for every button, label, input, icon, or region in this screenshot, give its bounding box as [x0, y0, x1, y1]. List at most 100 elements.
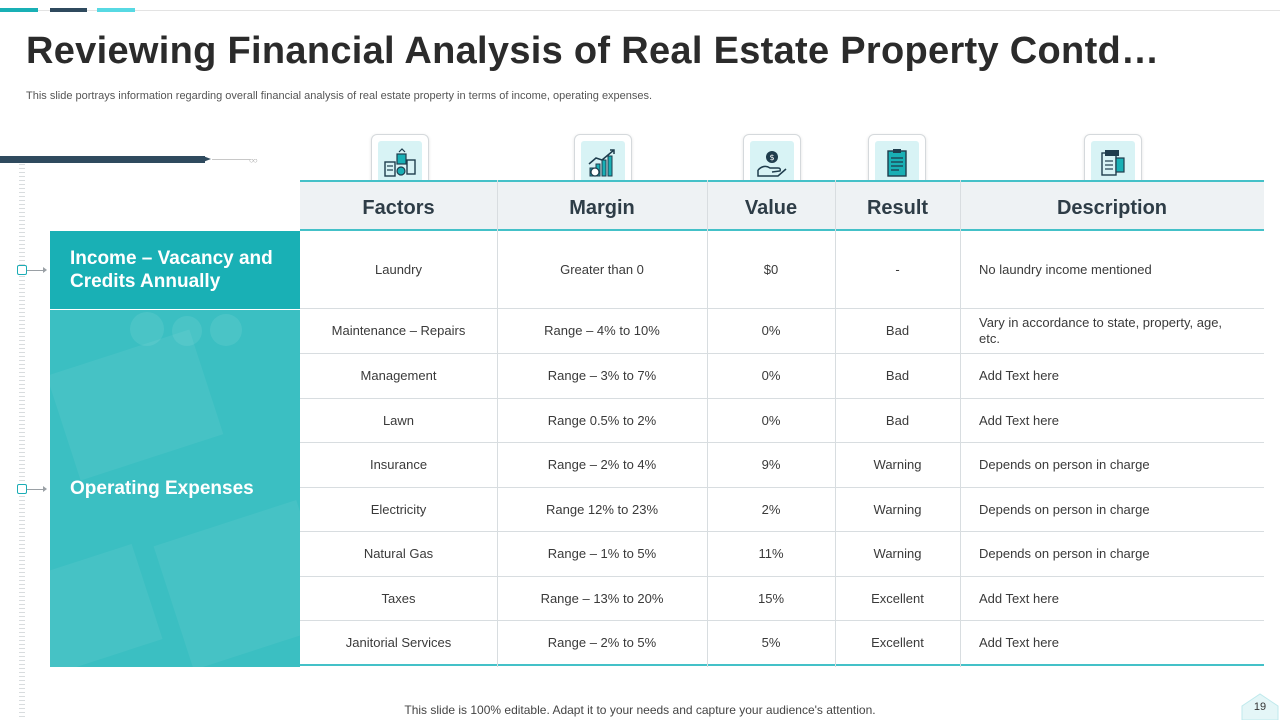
bg-photo-shape: [50, 543, 163, 667]
cell-margin: Range – 3% to 7%: [547, 368, 657, 383]
table-row: Insurance Range – 2% to 4% 9% Warning Depend…: [300, 443, 1264, 488]
top-accent-bars: [0, 8, 1280, 12]
arrow-right-icon: [43, 486, 47, 492]
cell-factor: Lawn: [382, 412, 415, 428]
cell-result: Excellent: [871, 590, 924, 606]
cell-factor: Taxes: [381, 590, 416, 606]
column-header-value: Value: [744, 197, 798, 219]
cell-margin: Range 12% to 23%: [545, 501, 659, 517]
table-row: Lawn Range 0.5% to 2% 0% Bad Add Text here: [300, 399, 1264, 443]
category-panel: Income – Vacancy and Credits Annually Op…: [50, 231, 300, 667]
cell-value: 2%: [761, 501, 781, 517]
cell-margin: Range – 4% to 10%: [544, 323, 660, 338]
cell-margin: Range – 13% to 20%: [540, 590, 664, 606]
page-number-badge: 19: [1240, 693, 1280, 720]
category-operating-expenses: Operating Expenses: [50, 310, 300, 667]
navy-pointer-tip: [203, 156, 211, 162]
cell-description: Depends on person in charge: [979, 546, 1150, 561]
column-divider: [497, 180, 498, 667]
column-header-description: Description: [1056, 197, 1168, 219]
cell-factor: Maintenance – Repairs: [331, 323, 466, 338]
column-header-result: Result: [866, 197, 929, 219]
svg-text:$: $: [769, 153, 774, 162]
pointer-tail-line: [212, 159, 250, 160]
table-row: Taxes Range – 13% to 20% 15% Excellent Add T…: [300, 577, 1264, 621]
column-divider: [960, 180, 961, 667]
cell-description: Add Text here: [979, 590, 1059, 606]
cell-description: Add Text here: [979, 634, 1059, 650]
cell-margin: Range – 1% to 5%: [547, 546, 657, 561]
cell-value: 5%: [761, 634, 781, 650]
top-accent-bar-cyan: [97, 8, 135, 12]
cell-value: 11%: [758, 546, 784, 561]
timeline-node-operating: [17, 484, 27, 494]
cell-result: Warning: [873, 457, 922, 472]
top-accent-bar-navy: [50, 8, 87, 12]
cell-factor: Insurance: [369, 457, 428, 472]
page-number: 19: [1253, 701, 1267, 713]
table-row: Maintenance – Repairs Range – 4% to 10% 0%…: [300, 309, 1264, 354]
top-rule-line: [0, 10, 1280, 11]
cell-description: Add Text here: [979, 412, 1059, 428]
table-row: Electricity Range 12% to 23% 2% Warning Depe…: [300, 488, 1264, 532]
cell-factor: Janitorial Services: [345, 634, 452, 650]
cell-result: Excellent: [871, 634, 924, 650]
column-divider: [835, 180, 836, 667]
cell-factor: Natural Gas: [363, 546, 434, 561]
cell-value: 0%: [761, 323, 781, 338]
column-divider: [707, 180, 708, 667]
cell-result: Bad: [885, 368, 910, 383]
cell-margin: Range – 2% to 5%: [547, 634, 657, 650]
timeline-connector-operating: [27, 489, 45, 490]
table-row: Natural Gas Range – 1% to 5% 11% Warning Dep…: [300, 532, 1264, 577]
cell-margin: Greater than 0: [560, 261, 644, 277]
timeline-connector-income: [27, 270, 45, 271]
cell-result: Bad: [885, 412, 910, 428]
footer-note: This slide is 100% editable. Adapt it to…: [404, 703, 876, 717]
left-dotted-timeline: [19, 160, 25, 720]
cell-result: Warning: [873, 501, 922, 517]
timeline-node-income: [17, 265, 27, 275]
column-header-factors: Factors: [362, 197, 435, 219]
cell-description: Vary in accordance to state, property, a…: [979, 315, 1223, 346]
table-row: Management Range – 3% to 7% 0% Bad Add Text …: [300, 354, 1264, 399]
bg-photo-shape: [130, 312, 164, 346]
cell-description: Depends on person in charge: [979, 501, 1150, 517]
cell-factor: Laundry: [375, 261, 422, 277]
cell-description: No laundry income mentioned: [979, 261, 1152, 277]
cell-value: 15%: [757, 590, 785, 606]
slide-subtitle: This slide portrays information regardin…: [26, 90, 653, 102]
top-accent-bar-teal: [0, 8, 38, 12]
cell-value: 0%: [761, 412, 781, 428]
table-row: Janitorial Services Range – 2% to 5% 5% Exc…: [300, 621, 1264, 666]
category-income: Income – Vacancy and Credits Annually: [50, 231, 300, 309]
home-shape-icon: [1241, 693, 1279, 720]
cell-description: Add Text here: [979, 368, 1059, 383]
bg-photo-shape: [50, 329, 224, 481]
cell-result: Warning: [873, 546, 922, 561]
bg-photo-shape: [210, 314, 242, 346]
category-income-label: Income – Vacancy and Credits Annually: [70, 248, 273, 292]
result-clipboard-icon: [868, 134, 926, 192]
pointer-tail-dots: ○○: [249, 156, 258, 165]
table-row: Laundry Greater than 0 $0 - No laundry incom…: [300, 231, 1264, 309]
cell-value: $0: [763, 261, 779, 277]
cell-margin: Range – 2% to 4%: [547, 457, 657, 472]
cell-value: 9%: [761, 457, 781, 472]
cell-factor: Electricity: [370, 501, 427, 517]
cell-margin: Range 0.5% to 2%: [547, 412, 657, 428]
cell-description: Depends on person in charge: [979, 457, 1150, 472]
arrow-right-icon: [43, 267, 47, 273]
table-header-row: Factors Margin Value Result Description: [300, 180, 1264, 231]
category-operating-label: Operating Expenses: [70, 478, 254, 499]
bg-photo-shape: [172, 316, 202, 346]
cell-factor: Management: [360, 368, 437, 383]
column-header-margin: Margin: [569, 197, 635, 219]
bg-photo-shape: [153, 500, 300, 667]
navy-pointer-bar: [0, 156, 205, 163]
cell-value: 0%: [761, 368, 781, 383]
slide-title: Reviewing Financial Analysis of Real Est…: [26, 30, 1160, 72]
cell-result: Bad: [885, 323, 910, 338]
cell-result: -: [895, 261, 900, 277]
category-divider: [50, 309, 300, 310]
